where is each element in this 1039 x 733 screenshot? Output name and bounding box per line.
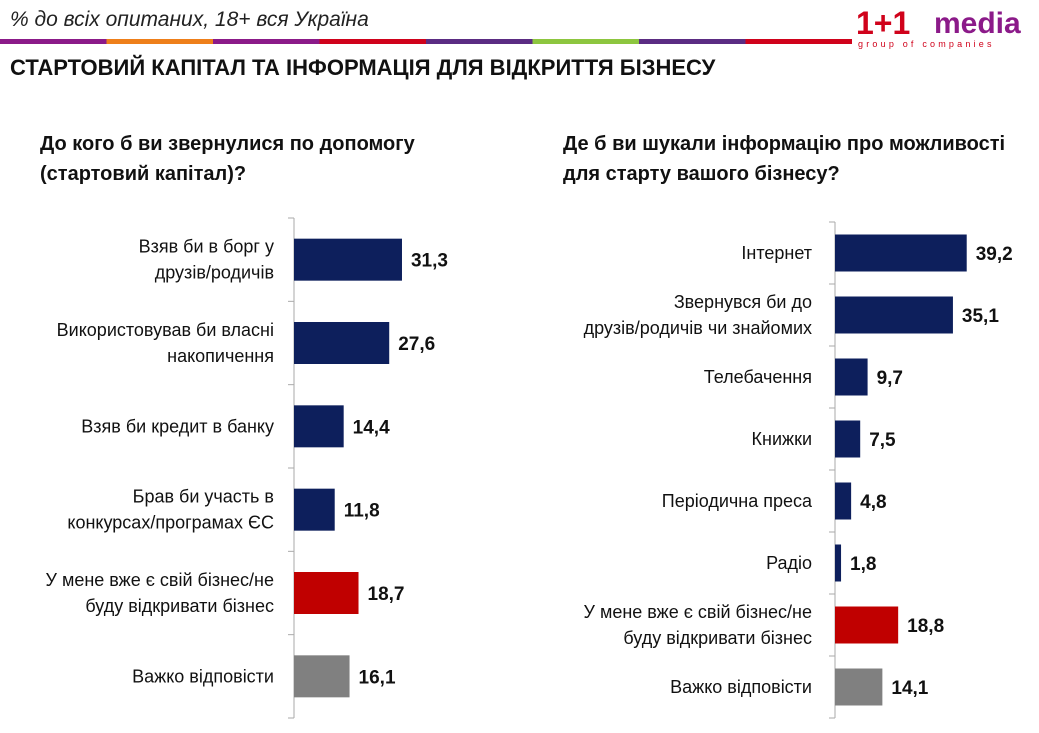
c2-category-label-7: У мене вже є свій бізнес/не буду відкрива… bbox=[584, 602, 812, 648]
c2-category-label-2: Звернувся би до друзів/родичів чи знайоми… bbox=[584, 292, 812, 338]
c2-category-label-line: буду відкривати бізнес bbox=[623, 628, 812, 648]
c1-category-label-5: У мене вже є свій бізнес/не буду відкрива… bbox=[46, 570, 274, 616]
stripe-segment bbox=[639, 39, 746, 44]
c1-value-label-6: 16,1 bbox=[359, 667, 396, 688]
c1-bar-6 bbox=[294, 655, 350, 698]
c1-value-label-2: 27,6 bbox=[398, 334, 435, 355]
c2-bar-3 bbox=[835, 358, 868, 396]
stripe-segment bbox=[426, 39, 533, 44]
c2-category-label-4: Книжки bbox=[752, 429, 812, 449]
c2-category-label-line: Важко відповісти bbox=[670, 677, 812, 697]
c2-value-label-1: 39,2 bbox=[976, 244, 1013, 265]
logo-tagline: group of companies bbox=[858, 39, 995, 49]
c1-bar-5 bbox=[294, 572, 359, 614]
c1-value-label-5: 18,7 bbox=[368, 584, 405, 605]
c1-bar-3 bbox=[294, 405, 344, 448]
c2-value-label-3: 9,7 bbox=[877, 368, 903, 389]
c1-bar-2 bbox=[294, 322, 390, 364]
c2-category-label-line: У мене вже є свій бізнес/не bbox=[584, 602, 812, 622]
c2-category-label-line: Книжки bbox=[752, 429, 812, 449]
c1-value-label-3: 14,4 bbox=[353, 417, 390, 438]
c2-value-label-7: 18,8 bbox=[907, 616, 944, 637]
stripe-segment bbox=[745, 39, 852, 44]
c2-category-label-line: Звернувся би до bbox=[674, 292, 812, 312]
c2-category-label-line: Радіо bbox=[766, 553, 812, 573]
stripe-segment bbox=[213, 39, 320, 44]
c2-category-label-line: Періодична преса bbox=[662, 491, 813, 511]
chart-1-title: До кого б ви звернулися по допомогу (ста… bbox=[40, 133, 415, 185]
c2-bar-2 bbox=[835, 296, 953, 334]
c2-category-label-line: Інтернет bbox=[741, 243, 812, 263]
header-color-stripe bbox=[0, 39, 852, 44]
logo-number: 1+1 bbox=[856, 6, 910, 41]
c2-category-label-1: Інтернет bbox=[741, 243, 812, 263]
c2-value-label-5: 4,8 bbox=[860, 492, 886, 513]
c1-value-label-1: 31,3 bbox=[411, 251, 448, 272]
page-title: СТАРТОВИЙ КАПІТАЛ ТА ІНФОРМАЦІЯ ДЛЯ ВІДК… bbox=[10, 55, 716, 80]
c2-value-label-4: 7,5 bbox=[869, 430, 896, 451]
c1-category-label-line: Використовував би власні bbox=[57, 320, 274, 340]
c2-bar-1 bbox=[835, 234, 967, 272]
c2-value-label-2: 35,1 bbox=[962, 306, 999, 327]
stripe-segment bbox=[106, 39, 214, 44]
stripe-segment bbox=[319, 39, 427, 44]
c1-category-label-line: Взяв би в борг у bbox=[139, 237, 274, 257]
c2-category-label-5: Періодична преса bbox=[662, 491, 813, 511]
c1-category-label-line: буду відкривати бізнес bbox=[85, 596, 274, 616]
c2-bar-5 bbox=[835, 482, 852, 520]
c1-category-label-6: Важко відповісти bbox=[132, 666, 274, 686]
c1-category-label-1: Взяв би в борг у друзів/родичів bbox=[139, 237, 274, 283]
c1-category-label-line: накопичення bbox=[167, 346, 274, 366]
c1-category-label-line: конкурсах/програмах ЄС bbox=[67, 513, 274, 533]
c2-value-label-6: 1,8 bbox=[850, 554, 876, 575]
c2-category-label-6: Радіо bbox=[766, 553, 812, 573]
c1-bar-4 bbox=[294, 488, 335, 531]
c2-bar-8 bbox=[835, 668, 883, 706]
c1-category-label-line: Брав би участь в bbox=[133, 487, 274, 507]
c1-category-label-4: Брав би участь в конкурсах/програмах ЄС bbox=[67, 487, 274, 533]
logo-word: media bbox=[934, 7, 1021, 40]
c1-category-label-line: У мене вже є свій бізнес/не bbox=[46, 570, 274, 590]
c2-bar-7 bbox=[835, 606, 899, 644]
c2-category-label-line: друзів/родичів чи знайомих bbox=[584, 318, 812, 338]
c1-category-label-line: Взяв би кредит в банку bbox=[81, 416, 274, 436]
c2-category-label-line: Телебачення bbox=[704, 367, 812, 387]
c2-category-label-8: Важко відповісти bbox=[670, 677, 812, 697]
c1-bar-1 bbox=[294, 238, 402, 281]
c1-category-label-3: Взяв би кредит в банку bbox=[81, 416, 274, 436]
c2-bar-4 bbox=[835, 420, 861, 458]
c2-category-label-3: Телебачення bbox=[704, 367, 812, 387]
c1-category-label-line: Важко відповісти bbox=[132, 666, 274, 686]
c2-value-label-8: 14,1 bbox=[891, 678, 928, 699]
stripe-segment bbox=[532, 39, 640, 44]
subtitle: % до всіх опитаних, 18+ вся Україна bbox=[10, 8, 369, 31]
brand-logo: 1+1 media group of companies bbox=[856, 6, 1021, 49]
c2-bar-6 bbox=[835, 544, 842, 582]
chart-2-title: Де б ви шукали інформацію про можливості… bbox=[563, 133, 1006, 185]
stripe-segment bbox=[0, 39, 107, 44]
c1-value-label-4: 11,8 bbox=[344, 501, 380, 522]
c1-category-label-line: друзів/родичів bbox=[155, 263, 274, 283]
c1-category-label-2: Використовував би власні накопичення bbox=[57, 320, 274, 366]
